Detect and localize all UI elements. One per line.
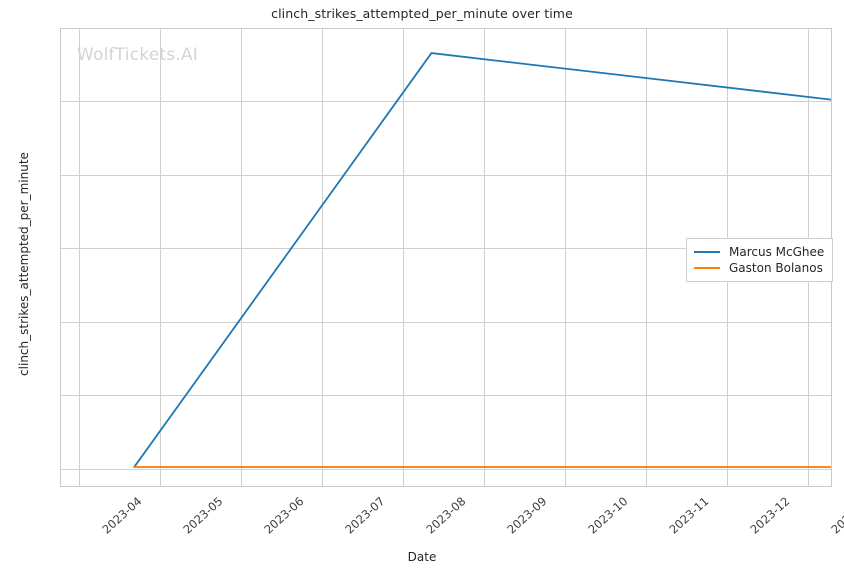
series-line xyxy=(133,52,831,468)
gridline-horizontal xyxy=(61,174,831,176)
legend-label: Marcus McGhee xyxy=(729,245,825,259)
chart-title: clinch_strikes_attempted_per_minute over… xyxy=(271,6,573,21)
gridline-vertical xyxy=(321,29,323,486)
data-series-layer xyxy=(133,52,831,468)
gridline-vertical xyxy=(240,29,242,486)
gridline-horizontal xyxy=(61,395,831,397)
x-tick-label: 2023-11 xyxy=(665,494,711,537)
gridline-vertical xyxy=(78,29,80,486)
gridline-vertical xyxy=(564,29,566,486)
x-tick-label: 2023-09 xyxy=(503,494,549,537)
x-tick-label: 2023-12 xyxy=(746,494,792,537)
gridline-horizontal xyxy=(61,101,831,102)
x-tick-label: 2023-10 xyxy=(584,494,630,537)
x-tick-label: 2023-06 xyxy=(260,494,306,537)
legend-color-swatch xyxy=(694,267,720,269)
gridline-vertical xyxy=(402,29,404,486)
chart-legend: Marcus McGhee Gaston Bolanos xyxy=(686,238,834,282)
x-tick-label: 2023-04 xyxy=(98,494,144,537)
legend-label: Gaston Bolanos xyxy=(729,261,823,275)
watermark: WolfTickets.AI xyxy=(77,45,198,65)
gridline-horizontal xyxy=(61,321,831,323)
gridline-vertical xyxy=(645,29,647,486)
gridline-horizontal xyxy=(61,248,831,250)
x-tick-label: 2023-05 xyxy=(179,494,225,537)
x-tick-label: 2024-01 xyxy=(827,494,844,537)
legend-item[interactable]: Gaston Bolanos xyxy=(694,260,824,276)
legend-color-swatch xyxy=(694,251,720,253)
legend-item[interactable]: Marcus McGhee xyxy=(694,244,824,260)
gridline-vertical xyxy=(159,29,161,486)
y-axis-label: clinch_strikes_attempted_per_minute xyxy=(17,152,31,376)
gridline-horizontal xyxy=(61,469,831,470)
x-tick-label: 2023-07 xyxy=(341,494,387,537)
gridline-vertical xyxy=(483,29,485,486)
x-axis-label: Date xyxy=(407,550,437,564)
x-tick-label: 2023-08 xyxy=(422,494,468,537)
